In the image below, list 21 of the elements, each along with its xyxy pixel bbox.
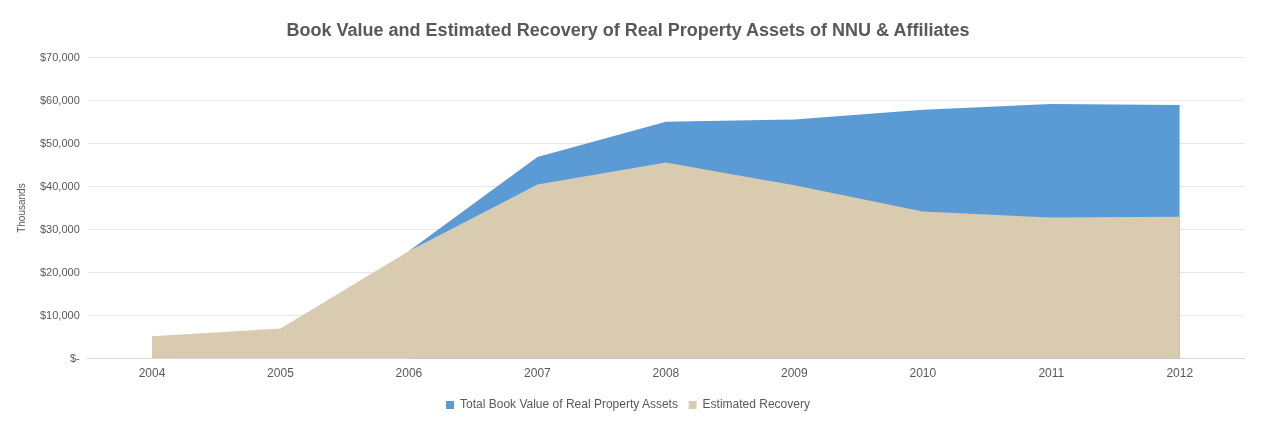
y-tick-label: $10,000 [40, 308, 80, 321]
x-tick-label: 2010 [909, 366, 937, 381]
legend-label: Total Book Value of Real Property Assets [460, 397, 678, 412]
y-tick-label: $20,000 [40, 265, 80, 278]
chart-title: Book Value and Estimated Recovery of Real Property Assets of NNU & Affiliates [286, 19, 970, 40]
y-tick-label: $40,000 [40, 179, 80, 192]
y-axis-title: Thousands [15, 183, 27, 233]
x-tick-label: 2012 [1166, 366, 1194, 381]
x-tick-label: 2006 [395, 366, 423, 381]
x-tick-label: 2007 [524, 366, 552, 381]
y-tick-label: $70,000 [40, 50, 80, 63]
y-tick-label: $50,000 [40, 136, 80, 149]
y-tick-label: $30,000 [40, 222, 80, 235]
x-tick-label: 2005 [267, 366, 295, 381]
x-tick-label: 2008 [652, 366, 680, 381]
y-tick-label: $- [69, 351, 81, 364]
legend-label: Estimated Recovery [702, 397, 810, 412]
x-tick-label: 2004 [138, 366, 166, 381]
x-tick-label: 2009 [781, 366, 809, 381]
x-tick-label: 2011 [1038, 366, 1065, 381]
y-tick-label: $60,000 [40, 93, 80, 106]
